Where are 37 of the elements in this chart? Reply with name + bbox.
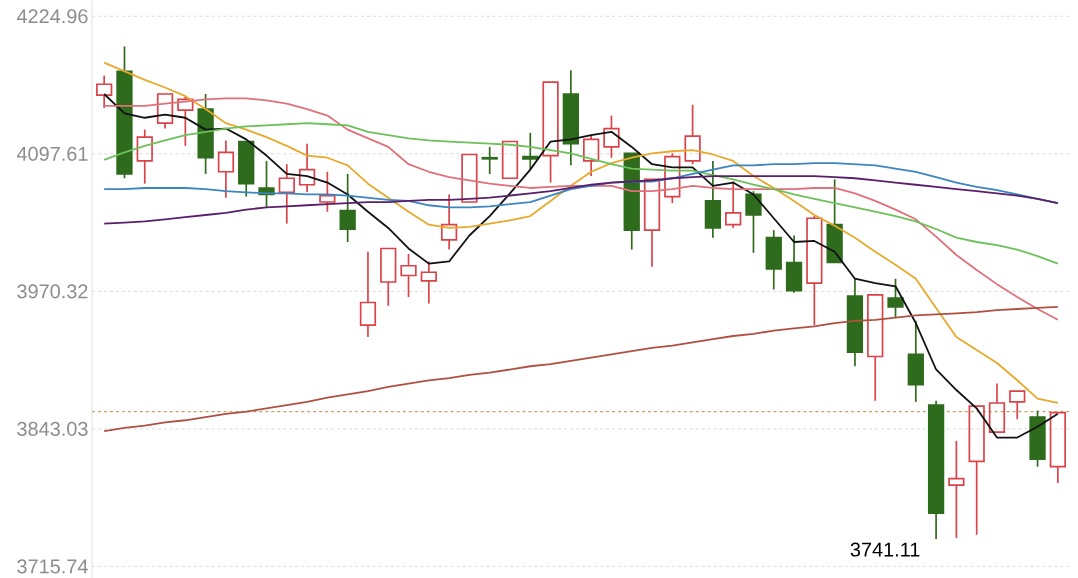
candlestick	[522, 132, 539, 171]
y-tick-label: 4097.61	[16, 146, 88, 161]
candlestick	[1049, 411, 1066, 484]
candlestick	[826, 178, 843, 264]
candlestick	[907, 320, 924, 403]
candlestick	[501, 140, 519, 180]
candlestick	[1009, 390, 1026, 421]
candlestick	[988, 382, 1006, 433]
candlestick	[359, 250, 377, 338]
y-tick-label: 3715.74	[17, 559, 88, 574]
candlestick	[785, 234, 803, 294]
candlestick	[948, 439, 965, 539]
candlestick	[664, 152, 681, 204]
y-tick-label: 3970.32	[17, 284, 88, 299]
candlestick	[562, 69, 580, 167]
candlestick	[846, 277, 864, 368]
candlestick	[420, 260, 437, 305]
candlestick	[968, 405, 985, 536]
candlestick	[704, 160, 722, 239]
candlestick	[156, 93, 174, 130]
candlestick	[542, 81, 559, 184]
y-tick-label: 4224.96	[16, 9, 88, 24]
candlestick	[380, 247, 397, 307]
candlestick	[217, 139, 235, 199]
line-series	[103, 93, 1059, 439]
candlestick	[96, 74, 113, 109]
candlestick	[481, 146, 498, 175]
candlestick	[440, 193, 458, 251]
candlestick	[461, 153, 478, 203]
candlestick	[238, 140, 255, 198]
candlestick	[765, 229, 782, 291]
candlestick	[136, 128, 153, 185]
annotation: 3741.11	[850, 542, 920, 557]
candlestick	[298, 142, 316, 194]
candlestick	[643, 178, 661, 268]
y-tick-label: 3843.03	[17, 421, 88, 436]
candlestick	[339, 173, 356, 243]
